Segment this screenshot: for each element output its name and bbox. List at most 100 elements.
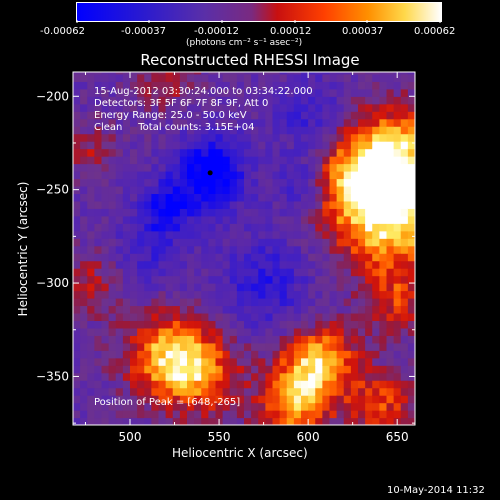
heatmap-cell	[122, 178, 131, 187]
heatmap-cell	[179, 342, 188, 351]
heatmap-cell	[258, 290, 266, 299]
heatmap-cell	[137, 350, 145, 359]
plot-frame	[72, 71, 416, 426]
heatmap-cell	[187, 103, 195, 112]
heatmap-cell	[251, 230, 259, 239]
heatmap-cell	[286, 193, 295, 202]
heatmap-cell	[293, 312, 302, 322]
heatmap-cell	[172, 268, 181, 277]
heatmap-cell	[80, 81, 88, 90]
heatmap-cell	[165, 350, 174, 359]
heatmap-cell	[187, 365, 195, 374]
y-axis-label: Heliocentric Y (arcsec)	[16, 181, 30, 317]
heatmap-cell	[336, 275, 345, 284]
heatmap-cell	[94, 357, 103, 366]
heatmap-cell	[365, 312, 373, 322]
heatmap-cell	[172, 312, 181, 322]
heatmap-cell	[172, 208, 181, 217]
heatmap-cell	[115, 327, 124, 336]
heatmap-cell	[208, 141, 217, 150]
heatmap-cell	[194, 156, 202, 165]
heatmap-cell	[122, 342, 131, 351]
heatmap-cell	[301, 380, 309, 389]
heatmap-cell	[258, 312, 266, 322]
heatmap-cell	[258, 238, 266, 247]
heatmap-cell	[308, 335, 316, 344]
heatmap-cell	[315, 223, 323, 232]
heatmap-cell	[108, 327, 117, 336]
heatmap-cell	[293, 410, 302, 419]
heatmap-cell	[350, 253, 359, 262]
heatmap-cell	[236, 327, 245, 336]
heatmap-cell	[244, 245, 252, 254]
heatmap-cell	[115, 380, 124, 389]
heatmap-cell	[144, 103, 152, 112]
x-tick-label: 500	[119, 430, 142, 444]
heatmap-cell	[201, 357, 209, 366]
x-axis-label: Heliocentric X (arcsec)	[172, 446, 308, 460]
heatmap-cell	[350, 178, 359, 187]
heatmap-cell	[80, 133, 88, 142]
heatmap-cell	[272, 312, 281, 322]
heatmap-cell	[407, 96, 415, 105]
heatmap-cell	[215, 395, 224, 404]
heatmap-cell	[151, 118, 160, 127]
heatmap-cell	[343, 387, 352, 396]
heatmap-cell	[158, 96, 167, 105]
heatmap-cell	[172, 327, 181, 336]
heatmap-cell	[222, 111, 231, 120]
heatmap-cell	[201, 297, 209, 307]
heatmap-cell	[137, 417, 145, 425]
heatmap-cell	[308, 402, 316, 411]
heatmap-cell	[236, 238, 245, 247]
heatmap-cell	[108, 253, 117, 262]
heatmap-cell	[108, 215, 117, 224]
heatmap-cell	[122, 253, 131, 262]
heatmap-cell	[158, 290, 167, 299]
heatmap-cell	[286, 230, 295, 239]
heatmap-cell	[165, 200, 174, 209]
heatmap-cell	[165, 417, 174, 425]
heatmap-cell	[236, 141, 245, 150]
heatmap-cell	[308, 238, 316, 247]
heatmap-cell	[322, 320, 331, 329]
heatmap-cell	[286, 312, 295, 322]
heatmap-cell	[343, 208, 352, 217]
heatmap-cell	[315, 342, 323, 351]
heatmap-cell	[293, 118, 302, 127]
heatmap-cell	[208, 395, 217, 404]
heatmap-cell	[258, 208, 266, 217]
heatmap-cell	[358, 417, 366, 425]
heatmap-cell	[358, 320, 366, 329]
heatmap-cell	[179, 245, 188, 254]
heatmap-cell	[115, 387, 124, 396]
heatmap-cell	[365, 357, 373, 366]
heatmap-cell	[400, 268, 409, 277]
heatmap-cell	[293, 283, 302, 292]
heatmap-cell	[265, 245, 274, 254]
heatmap-cell	[329, 156, 338, 165]
heatmap-cell	[151, 170, 160, 180]
heatmap-cell	[265, 230, 274, 239]
heatmap-cell	[187, 402, 195, 411]
heatmap-cell	[258, 141, 266, 150]
heatmap-cell	[407, 312, 415, 322]
heatmap-cell	[229, 268, 238, 277]
heatmap-cell	[122, 141, 131, 150]
heatmap-cell	[137, 193, 145, 202]
heatmap-cell	[130, 156, 138, 165]
heatmap-cell	[208, 335, 217, 344]
heatmap-cell	[322, 163, 331, 172]
heatmap-cell	[251, 357, 259, 366]
heatmap-cell	[187, 245, 195, 254]
heatmap-cell	[272, 118, 281, 127]
heatmap-cell	[108, 365, 117, 374]
heatmap-cell	[272, 208, 281, 217]
heatmap-cell	[379, 193, 388, 202]
heatmap-cell	[272, 387, 281, 396]
heatmap-cell	[379, 335, 388, 344]
heatmap-cell	[229, 103, 238, 112]
heatmap-cell	[251, 200, 259, 209]
heatmap-cell	[229, 417, 238, 425]
heatmap-cell	[151, 133, 160, 142]
